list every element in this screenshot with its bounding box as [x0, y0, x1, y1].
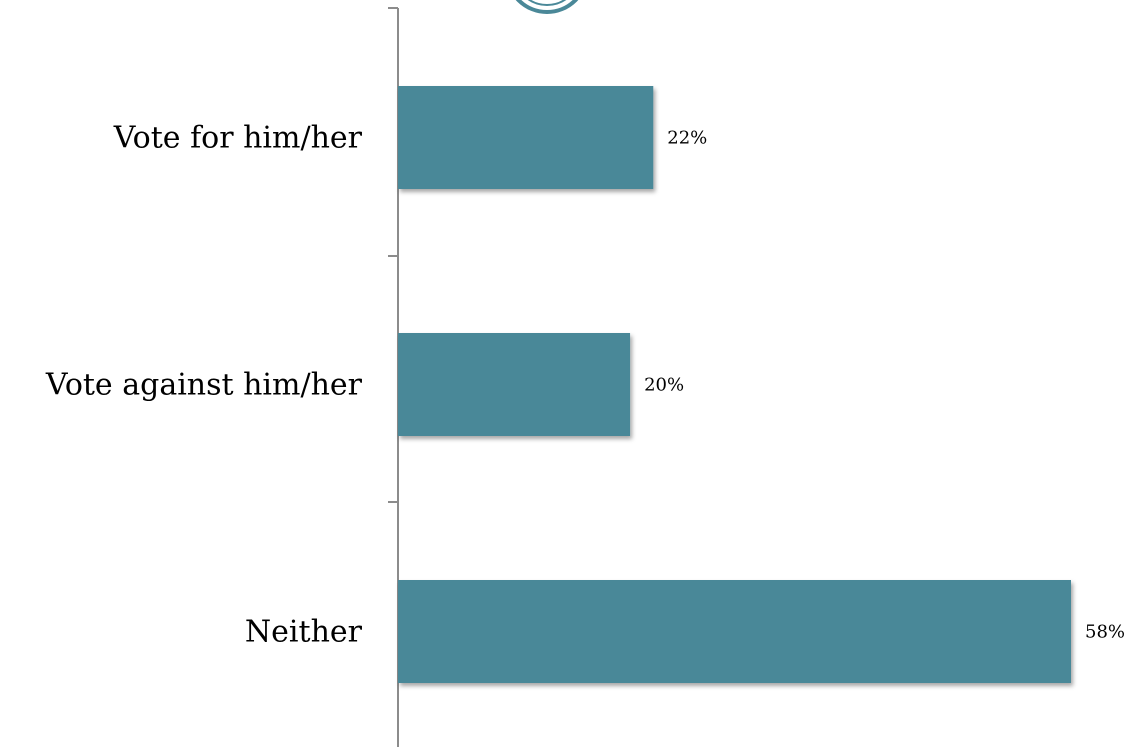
value-label-vote-for: 22% [667, 128, 707, 149]
bar-vote-for [398, 86, 654, 189]
category-label-vote-for: Vote for him/her [113, 121, 363, 156]
bar-neither [398, 580, 1071, 683]
bar-vote-against [398, 333, 631, 436]
value-label-neither: 58% [1085, 622, 1125, 643]
logo-ring-icon [515, 0, 579, 14]
category-label-neither: Neither [245, 615, 363, 650]
value-label-vote-against: 20% [644, 375, 684, 396]
category-label-vote-against: Vote against him/her [45, 368, 363, 403]
